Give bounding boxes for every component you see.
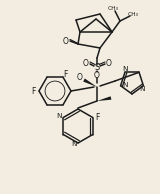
Text: O: O xyxy=(94,70,100,80)
Text: N: N xyxy=(140,86,145,92)
Text: N: N xyxy=(71,141,77,147)
Text: CH₃: CH₃ xyxy=(128,12,139,17)
Text: F: F xyxy=(31,87,35,95)
Text: N: N xyxy=(56,113,62,120)
Polygon shape xyxy=(83,78,97,87)
Text: O: O xyxy=(63,36,69,46)
Text: N: N xyxy=(122,82,127,88)
Text: O: O xyxy=(77,74,83,82)
Text: S: S xyxy=(94,63,100,73)
Polygon shape xyxy=(97,96,111,101)
Text: N: N xyxy=(122,66,128,72)
Text: F: F xyxy=(63,70,67,79)
Text: O: O xyxy=(106,59,112,68)
Text: F: F xyxy=(96,113,100,122)
Text: O: O xyxy=(83,59,89,68)
Text: CH₃: CH₃ xyxy=(108,7,119,11)
